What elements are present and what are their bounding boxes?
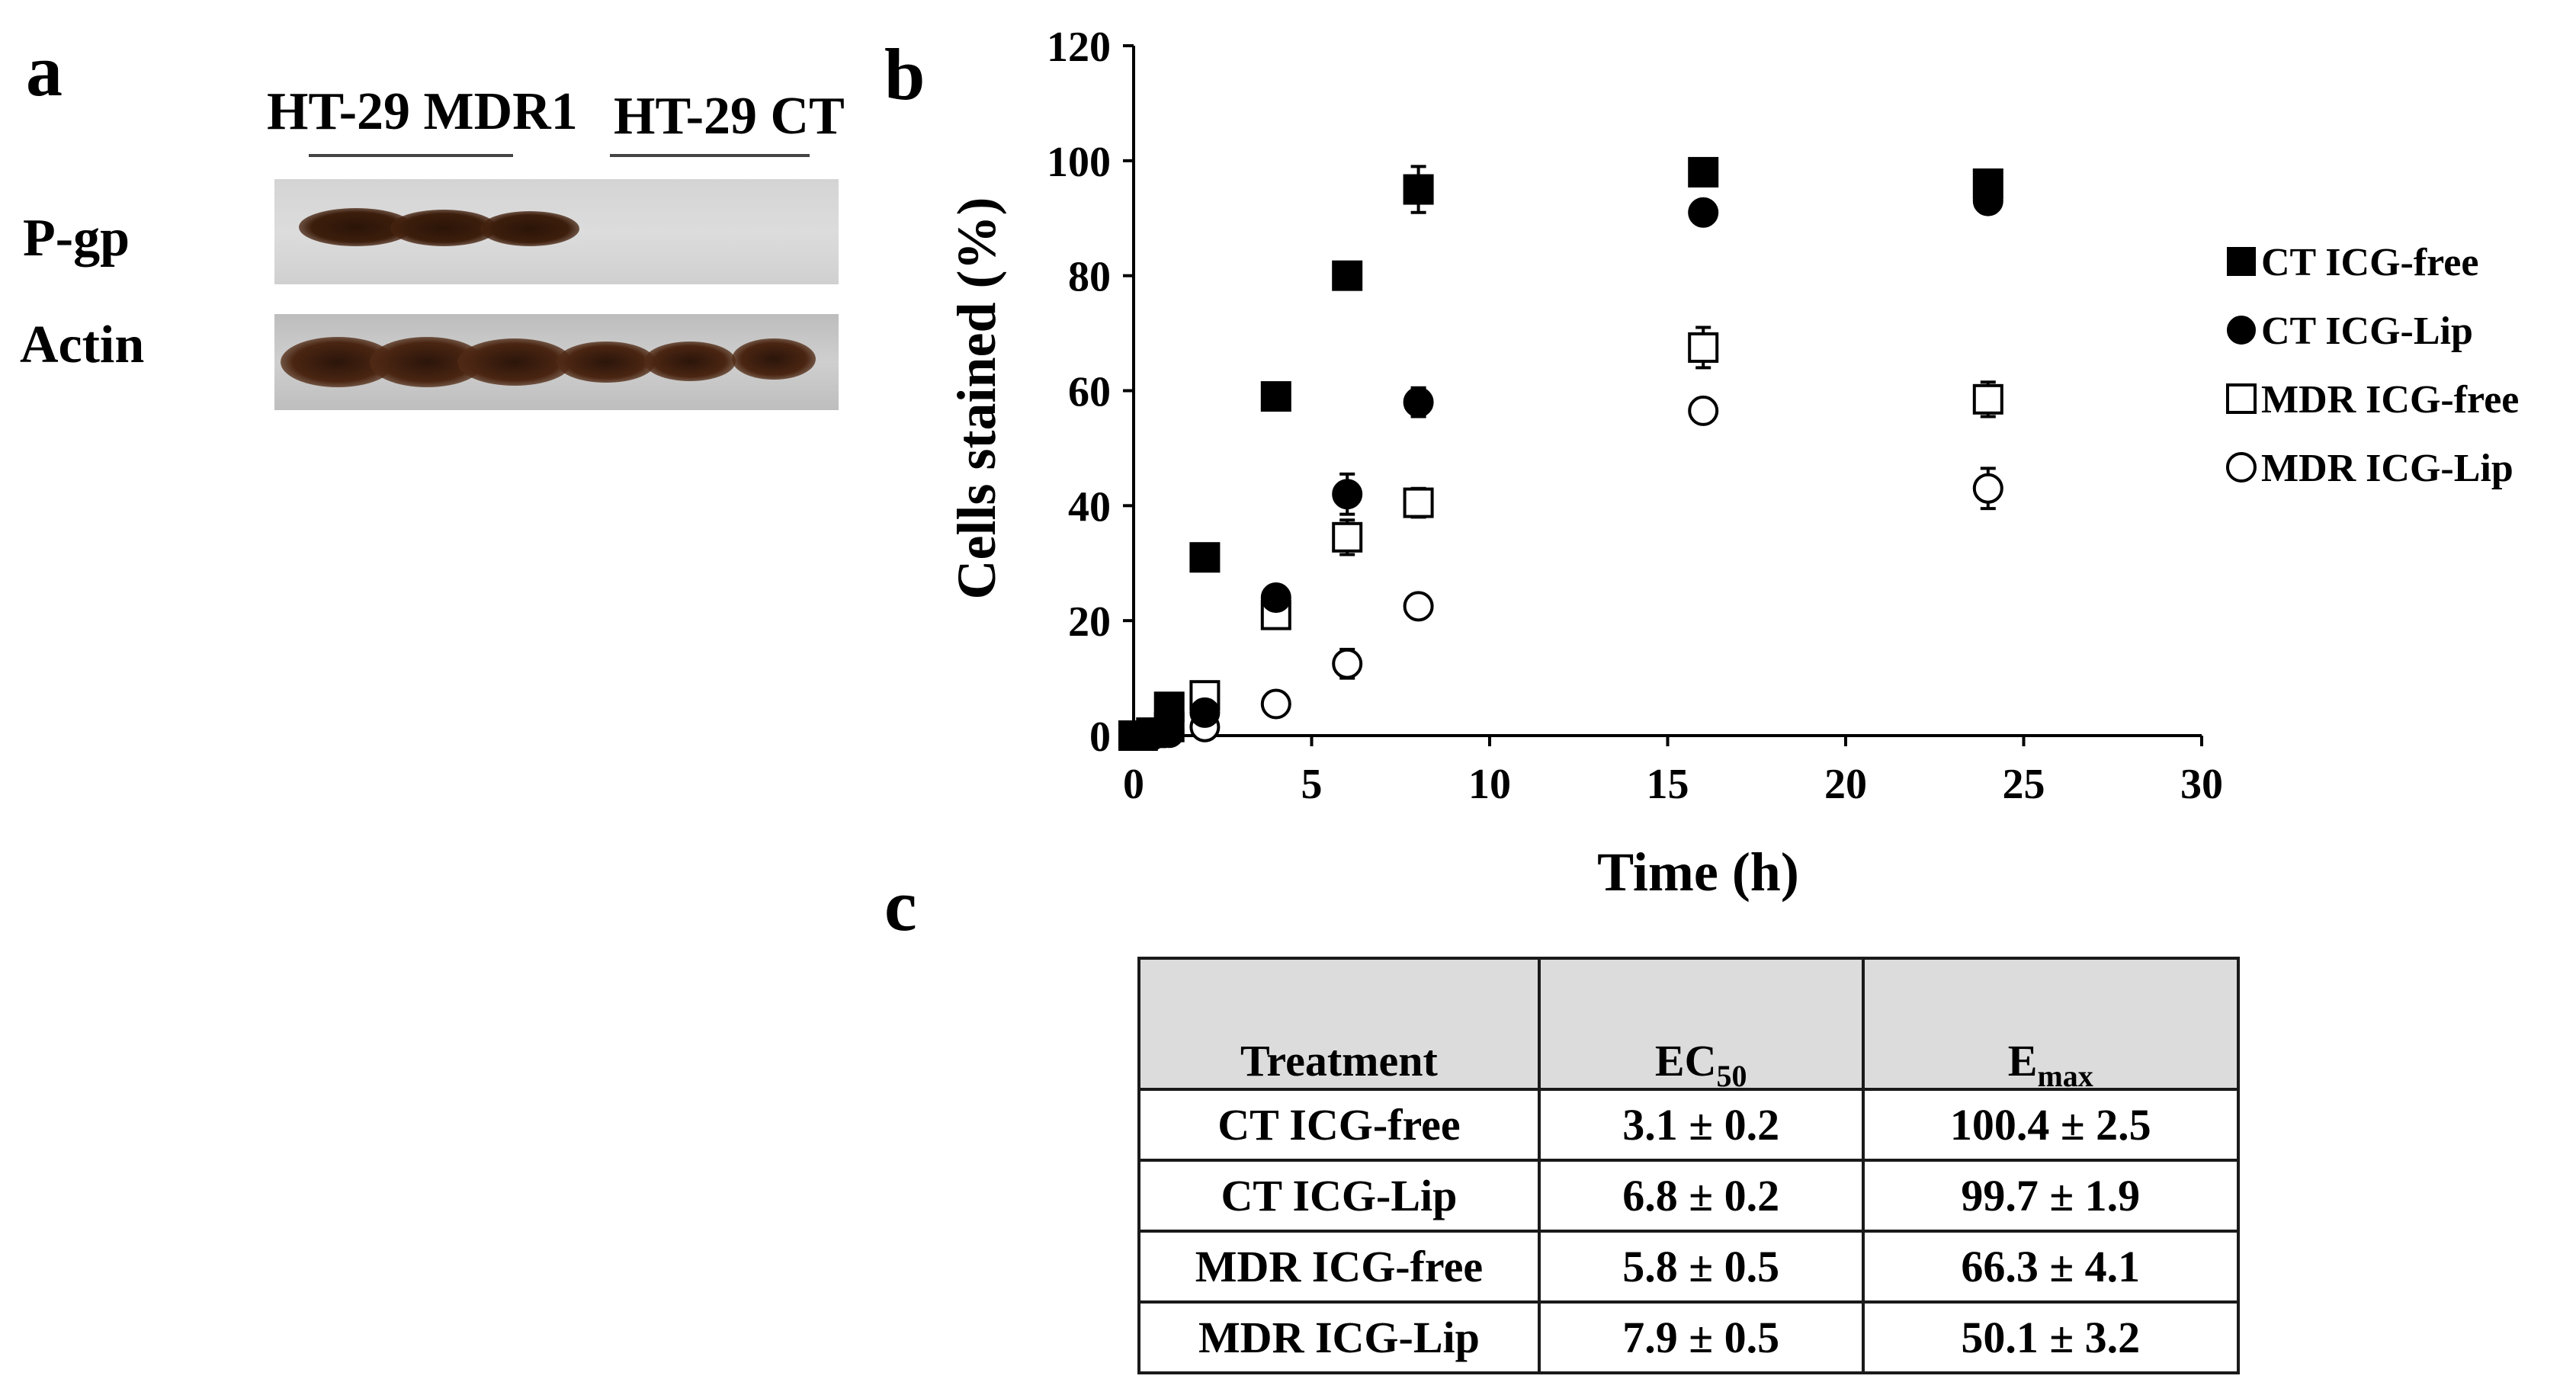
- blot-row-label-actin: Actin: [20, 316, 145, 374]
- header-ec50: EC50: [1537, 957, 1865, 1093]
- y-tick-label: 80: [1068, 254, 1111, 301]
- series-mdr-icg-free: [1118, 326, 2003, 751]
- y-axis-title: Cells stained (%): [946, 197, 1007, 600]
- header-ec50-subscript: 50: [1716, 1059, 1747, 1093]
- cell-treatment: CT ICG-free: [1137, 1088, 1541, 1162]
- header-emax: Emax: [1861, 957, 2241, 1093]
- legend-marker-ct-icg-lip: [2227, 316, 2256, 345]
- header-emax-subscript: max: [2037, 1059, 2093, 1093]
- pgp-band: [390, 210, 497, 246]
- legend-label-ct-icg-free: CT ICG-free: [2261, 241, 2478, 284]
- series-mdr-icg-lip: [1118, 395, 2003, 751]
- data-point-mdr-icg-free: [1403, 487, 1434, 518]
- actin-band: [557, 342, 656, 383]
- data-point-mdr-icg-lip: [1688, 395, 1719, 426]
- table-row: CT ICG-free 3.1 ± 0.2 100.4 ± 2.5: [1137, 1088, 2241, 1162]
- table-header-row: Treatment EC50 Emax: [1137, 957, 2241, 1093]
- blot-strip-pgp: [274, 179, 839, 284]
- data-point-mdr-icg-free: [1688, 332, 1719, 363]
- ec50-emax-table: Treatment EC50 Emax CT ICG-free 3.1 ± 0.…: [1137, 957, 2241, 1374]
- x-axis-title: Time (h): [1597, 842, 1799, 903]
- x-tick-label: 5: [1301, 761, 1323, 808]
- x-tick-label: 10: [1468, 761, 1511, 808]
- cell-emax: 99.7 ± 1.9: [1861, 1159, 2241, 1233]
- data-point-ct-icg-free: [1136, 717, 1167, 749]
- data-point-mdr-icg-lip: [1972, 473, 2003, 504]
- header-treatment-text: Treatment: [1240, 1036, 1438, 1086]
- data-point-mdr-icg-lip: [1260, 688, 1291, 720]
- panel-label-a: a: [26, 30, 63, 111]
- y-tick-label: 20: [1068, 598, 1111, 646]
- time-course-scatter-chart: 0 5 10 15 20 25 30 0 20 40 60 80 100 120 Time (h) Cells…: [946, 24, 2519, 903]
- legend-label-ct-icg-lip: CT ICG-Lip: [2261, 309, 2473, 353]
- x-tick-label: 25: [2003, 761, 2045, 808]
- data-point-ct-icg-free: [1403, 174, 1434, 205]
- table-row: CT ICG-Lip 6.8 ± 0.2 99.7 ± 1.9: [1137, 1159, 2241, 1233]
- blot-group-underline-ct: [610, 154, 810, 157]
- header-ec50-main: EC: [1654, 1036, 1717, 1086]
- panel-label-b: b: [884, 34, 925, 115]
- data-point-ct-icg-lip: [1332, 479, 1363, 510]
- header-treatment: Treatment: [1137, 957, 1541, 1091]
- cell-emax: 66.3 ± 4.1: [1861, 1230, 2241, 1304]
- series-ct-icg-lip: [1118, 185, 2003, 751]
- x-tick-label: 30: [2180, 761, 2223, 808]
- data-point-ct-icg-free: [1332, 260, 1363, 291]
- data-point-ct-icg-free: [1972, 168, 2003, 199]
- legend-label-mdr-icg-free: MDR ICG-free: [2261, 378, 2519, 422]
- data-point-mdr-icg-free: [1972, 383, 2003, 415]
- data-point-ct-icg-free: [1153, 691, 1185, 723]
- cell-treatment: MDR ICG-Lip: [1137, 1300, 1541, 1374]
- y-tick-label: 40: [1068, 483, 1111, 531]
- x-tick-label: 15: [1647, 761, 1689, 808]
- actin-band: [644, 342, 736, 381]
- legend-label-mdr-icg-lip: MDR ICG-Lip: [2261, 447, 2513, 490]
- legend-marker-ct-icg-free: [2227, 247, 2256, 276]
- data-point-mdr-icg-free: [1332, 521, 1363, 553]
- data-point-mdr-icg-lip: [1403, 591, 1434, 622]
- cell-emax: 50.1 ± 3.2: [1861, 1300, 2241, 1374]
- data-point-ct-icg-lip: [1189, 697, 1221, 728]
- x-tick-label: 0: [1123, 761, 1144, 808]
- cell-treatment: CT ICG-Lip: [1137, 1159, 1541, 1233]
- cell-emax: 100.4 ± 2.5: [1861, 1088, 2241, 1162]
- blot-row-label-pgp: P-gp: [23, 209, 130, 268]
- cell-ec50: 6.8 ± 0.2: [1537, 1159, 1865, 1233]
- table-row: MDR ICG-Lip 7.9 ± 0.5 50.1 ± 3.2: [1137, 1300, 2241, 1374]
- data-point-ct-icg-lip: [1688, 197, 1719, 228]
- data-point-ct-icg-free: [1260, 381, 1291, 412]
- legend-marker-mdr-icg-free: [2226, 383, 2257, 414]
- y-tick-label: 100: [1047, 139, 1111, 186]
- blot-strip-actin: [274, 314, 839, 410]
- cell-ec50: 3.1 ± 0.2: [1537, 1088, 1865, 1162]
- panel-label-c: c: [884, 864, 917, 946]
- data-point-ct-icg-free: [1189, 542, 1221, 573]
- y-tick-label: 0: [1089, 714, 1111, 761]
- pgp-band: [480, 211, 579, 246]
- data-point-ct-icg-free: [1688, 156, 1719, 188]
- series-ct-icg-free: [1118, 156, 2003, 751]
- cell-ec50: 5.8 ± 0.5: [1537, 1230, 1865, 1304]
- cell-ec50: 7.9 ± 0.5: [1537, 1300, 1865, 1374]
- actin-band: [732, 338, 816, 380]
- table-row: MDR ICG-free 5.8 ± 0.5 66.3 ± 4.1: [1137, 1230, 2241, 1304]
- blot-group-label-ct: HT-29 CT: [614, 87, 845, 146]
- data-point-ct-icg-lip: [1403, 386, 1434, 418]
- header-emax-main: E: [2007, 1036, 2038, 1086]
- blot-group-label-mdr1: HT-29 MDR1: [267, 82, 578, 141]
- blot-group-underline-mdr1: [309, 154, 513, 157]
- cell-treatment: MDR ICG-free: [1137, 1230, 1541, 1304]
- legend-marker-mdr-icg-lip: [2226, 452, 2257, 483]
- x-tick-label: 20: [1824, 761, 1867, 808]
- y-tick-label: 120: [1047, 24, 1111, 71]
- data-point-ct-icg-lip: [1260, 582, 1291, 613]
- data-point-mdr-icg-lip: [1332, 648, 1363, 679]
- y-tick-label: 60: [1068, 369, 1111, 416]
- actin-band: [457, 338, 572, 386]
